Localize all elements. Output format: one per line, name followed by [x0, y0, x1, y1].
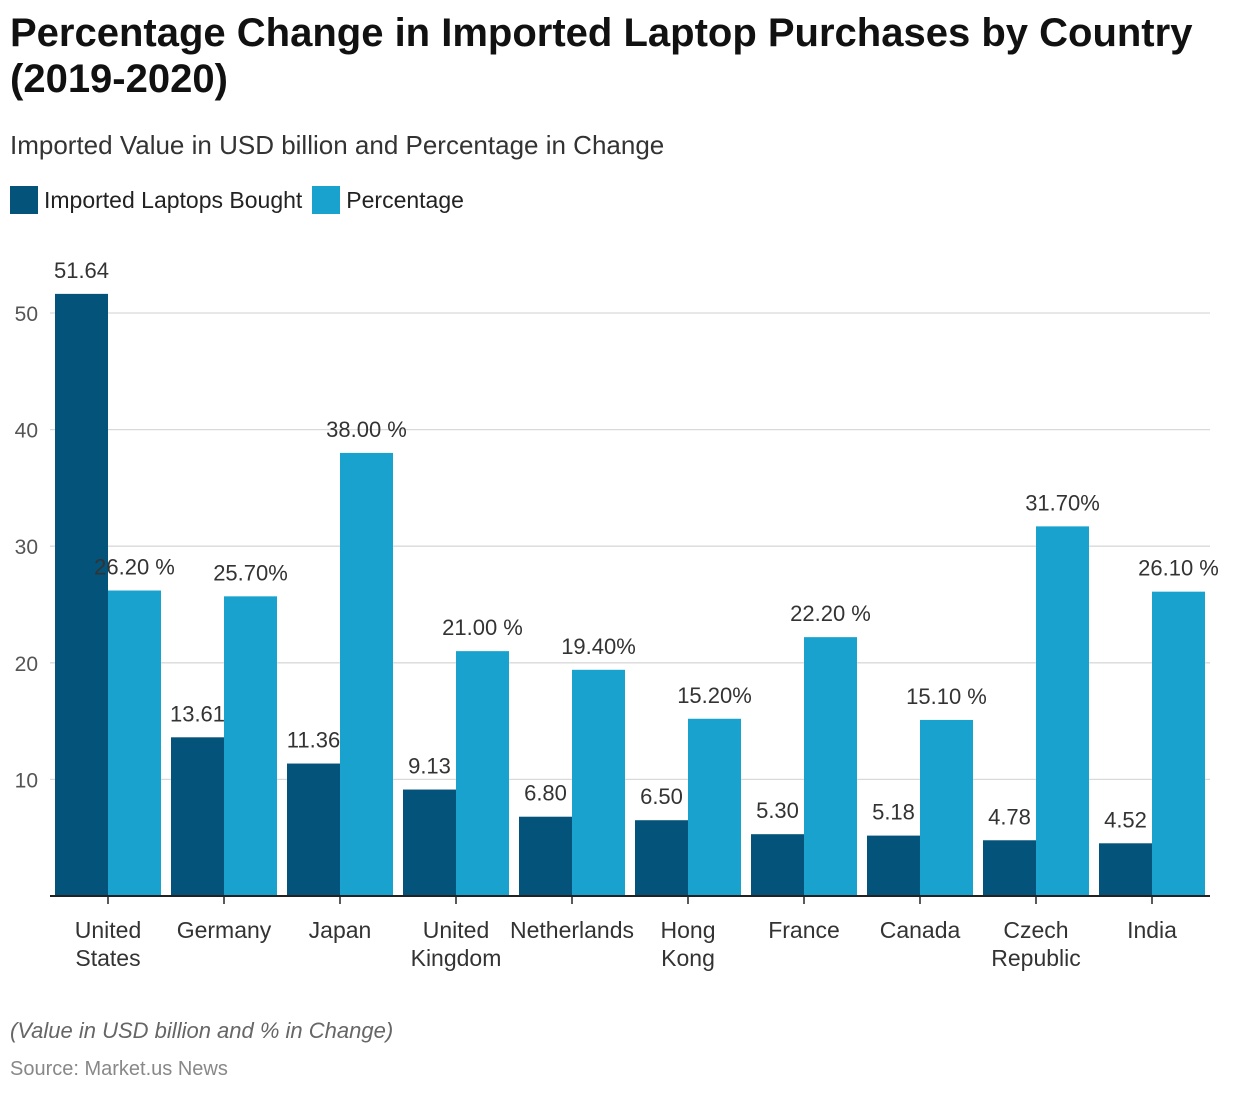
bar-percentage — [1152, 591, 1205, 896]
bar-imported — [403, 789, 456, 896]
x-tick-label: Netherlands — [510, 917, 634, 943]
bar-percentage — [804, 637, 857, 896]
data-label-percentage: 38.00 % — [326, 417, 407, 442]
bar-percentage — [224, 596, 277, 896]
legend-label-imported: Imported Laptops Bought — [44, 186, 303, 213]
x-tick-label: Czech Republic — [991, 917, 1081, 971]
data-label-percentage: 26.20 % — [94, 555, 175, 580]
data-label-percentage: 15.20% — [677, 683, 752, 708]
data-label-imported: 6.50 — [640, 784, 683, 809]
chart-title: Percentage Change in Imported Laptop Pur… — [10, 11, 1193, 101]
bar-percentage — [572, 669, 625, 896]
y-tick-label: 20 — [15, 653, 38, 676]
chart-source: Source: Market.us News — [10, 1058, 228, 1080]
bar-imported — [55, 293, 108, 897]
x-tick-label: Canada — [880, 917, 961, 943]
bar-percentage — [456, 651, 509, 896]
chart-note: (Value in USD billion and % in Change) — [10, 1018, 394, 1043]
y-tick-label: 30 — [15, 536, 38, 559]
legend-item-imported[interactable]: Imported Laptops Bought — [10, 186, 302, 214]
data-label-imported: 4.78 — [988, 804, 1031, 829]
data-label-imported: 11.36 — [287, 728, 340, 753]
data-label-percentage: 15.10 % — [906, 684, 987, 709]
bar-imported — [171, 737, 224, 896]
data-label-imported: 5.30 — [756, 798, 799, 823]
legend-item-percentage[interactable]: Percentage — [312, 186, 464, 214]
bar-imported — [983, 840, 1036, 896]
x-tick-label: Hong Kong — [661, 917, 716, 971]
x-tick-label: United States — [75, 917, 141, 971]
bar-percentage — [108, 590, 161, 896]
y-tick-label: 40 — [15, 420, 38, 443]
bar-imported — [287, 763, 340, 896]
bar-imported — [1099, 843, 1152, 896]
data-label-imported: 6.80 — [524, 781, 567, 806]
data-label-percentage: 19.40% — [561, 634, 636, 659]
bar-imported — [635, 820, 688, 896]
data-label-imported: 4.52 — [1104, 807, 1147, 832]
bar-imported — [867, 835, 920, 896]
chart-subtitle: Imported Value in USD billion and Percen… — [10, 130, 665, 160]
bar-percentage — [920, 719, 973, 896]
x-tick-label: Japan — [309, 917, 372, 943]
bar-imported — [751, 834, 804, 896]
bar-imported — [519, 816, 572, 896]
x-tick-label: United Kingdom — [411, 917, 502, 971]
x-tick-label: India — [1127, 917, 1177, 943]
data-label-imported: 5.18 — [872, 800, 915, 825]
legend-swatch-percentage — [312, 186, 341, 214]
bar-chart: 10 20 30 40 50 51.64 26.20 % United States 13.61 2… — [15, 258, 1219, 971]
data-label-percentage: 21.00 % — [442, 615, 523, 640]
y-tick-label: 10 — [15, 769, 38, 792]
data-label-percentage: 26.10 % — [1138, 556, 1219, 581]
data-label-imported: 51.64 — [54, 258, 109, 283]
bar-percentage — [688, 718, 741, 896]
data-label-percentage: 25.70% — [213, 560, 288, 585]
bar-percentage — [1036, 526, 1089, 896]
y-tick-label: 50 — [15, 303, 38, 326]
legend-swatch-imported — [10, 186, 38, 214]
data-label-imported: 9.13 — [408, 754, 451, 779]
bar-percentage — [340, 452, 393, 896]
data-label-percentage: 31.70% — [1025, 490, 1100, 515]
legend-label-percentage: Percentage — [346, 186, 464, 213]
x-tick-label: France — [768, 917, 840, 943]
x-tick-label: Germany — [177, 917, 272, 943]
data-label-imported: 13.61 — [170, 701, 225, 726]
data-label-percentage: 22.20 % — [790, 601, 871, 626]
legend: Imported Laptops Bought Percentage — [10, 186, 474, 214]
